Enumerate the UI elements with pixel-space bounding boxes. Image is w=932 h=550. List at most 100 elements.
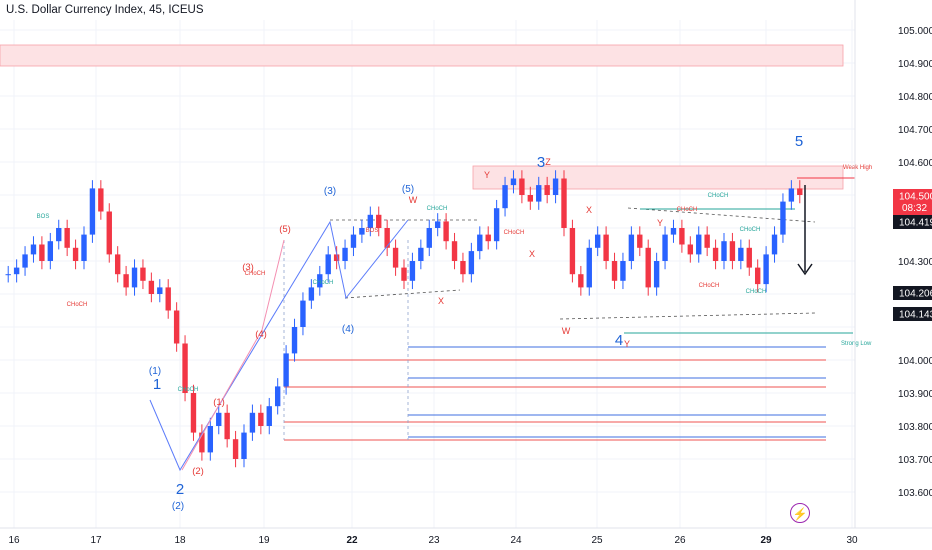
candle-body [460, 261, 466, 275]
price-tag-text: 104.206 [899, 289, 932, 300]
candle-body [266, 406, 272, 426]
candle-body [359, 228, 365, 235]
lightning-icon[interactable]: ⚡ [790, 503, 810, 523]
supply-zone [472, 165, 844, 190]
structure-label: CHoCH [699, 283, 720, 289]
candle-body [47, 241, 54, 261]
time-label: 29 [760, 535, 772, 546]
candle-body [628, 234, 635, 261]
candle-body [620, 261, 626, 281]
wxy-label: X [529, 249, 535, 259]
structure-label: CHoCH [746, 289, 767, 295]
structure-label: CHoCH [740, 227, 761, 233]
candle-body [578, 274, 584, 288]
candle-body [123, 274, 129, 288]
candle-body [738, 247, 744, 261]
candle-body [611, 261, 618, 281]
candle-body [721, 241, 727, 261]
candle-body [468, 251, 475, 275]
target-arrowhead [797, 263, 813, 276]
price-tag-text: 104.500 [899, 192, 932, 203]
candle-body [485, 234, 491, 242]
candle-body [594, 234, 601, 248]
candle-body [165, 287, 171, 311]
candle-body [418, 247, 424, 261]
candle-body [342, 247, 348, 261]
candle-body [241, 432, 247, 459]
structure-label: BOS [366, 228, 379, 234]
candle-body [190, 393, 197, 433]
candle-body [325, 254, 331, 275]
candle-body [300, 300, 306, 327]
candle-body [89, 188, 96, 235]
candle-body [291, 327, 298, 354]
time-label: 25 [591, 535, 603, 546]
price-tag [893, 307, 932, 321]
candle-body [232, 439, 239, 459]
price-tag [893, 286, 932, 300]
candle-body [771, 234, 778, 255]
time-label: 19 [258, 535, 270, 546]
price-tick: 103.600 [898, 488, 932, 499]
wave-sub-label: (3) [324, 186, 336, 197]
price-tag [893, 215, 932, 229]
wxy-label: X [586, 205, 592, 215]
candle-body [224, 412, 230, 440]
candle-body [140, 267, 146, 281]
structure-label: CHoCH [67, 302, 88, 308]
wxy-label: W [409, 195, 418, 205]
wave-sub-label: (2) [192, 466, 204, 477]
candle-body [763, 254, 769, 285]
wave-label: 3 [537, 154, 545, 171]
wave-label: 2 [176, 481, 184, 498]
price-tag-text: 104.419 [899, 218, 932, 229]
candle-body [56, 228, 62, 242]
time-label: 26 [674, 535, 686, 546]
candle-body [754, 267, 761, 285]
wave-label: 1 [153, 376, 161, 393]
candle-body [106, 211, 112, 255]
candle-body [569, 228, 576, 275]
candle-body [367, 214, 374, 228]
wave-sub-label: (1) [149, 366, 161, 377]
wxy-label: X [438, 296, 444, 306]
wave-line [149, 219, 409, 472]
time-label: 18 [174, 535, 186, 546]
candle-body [603, 234, 609, 261]
wave-sub-label: (4) [255, 329, 267, 340]
candle-body [333, 254, 340, 261]
wxy-label: W [562, 326, 571, 336]
price-tick: 104.300 [898, 257, 932, 268]
candle-body [384, 228, 390, 248]
candle-body [308, 287, 315, 301]
candle-body [30, 244, 37, 255]
wave-sub-label: (1) [213, 397, 225, 408]
candle-body [797, 188, 803, 195]
price-tick: 103.700 [898, 455, 932, 466]
candle-body [409, 261, 416, 281]
wxy-label: Y [624, 339, 630, 349]
candle-body [39, 244, 45, 261]
candle-body [477, 234, 483, 252]
candle-body [662, 234, 668, 261]
candle-body [434, 221, 441, 228]
time-label: 17 [90, 535, 102, 546]
candle-body [451, 241, 458, 261]
candle-body [376, 214, 382, 228]
candle-body [81, 234, 87, 261]
candle-body [527, 195, 534, 202]
candle-body [687, 244, 694, 255]
candle-body [317, 274, 323, 288]
candle-body [426, 228, 432, 248]
candle-body [350, 234, 357, 248]
trendline [559, 312, 816, 320]
time-label: 24 [510, 535, 522, 546]
time-label: 23 [428, 535, 440, 546]
time-label: 30 [846, 535, 858, 546]
candle-body [544, 185, 550, 195]
candle-body [114, 254, 121, 275]
candle-body [493, 208, 500, 242]
candle-body [696, 234, 702, 255]
candle-body [788, 188, 795, 202]
